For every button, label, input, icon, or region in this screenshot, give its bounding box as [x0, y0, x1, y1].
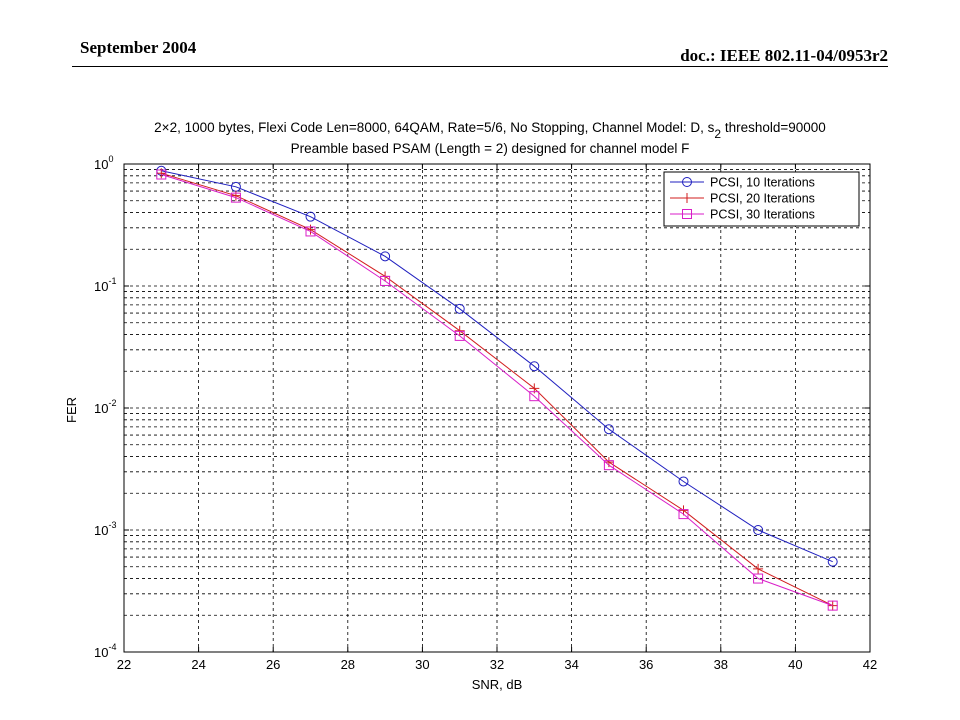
y-tick-base: 10	[94, 157, 108, 172]
x-tick-label: 42	[863, 657, 877, 672]
x-axis-label: SNR, dB	[472, 677, 523, 692]
data-point-1	[678, 476, 689, 487]
x-tick-label: 36	[639, 657, 653, 672]
chart-title-subscript: 2	[714, 127, 721, 141]
data-point-1	[603, 424, 614, 435]
x-tick-label: 38	[714, 657, 728, 672]
data-point-1	[827, 556, 838, 567]
y-tick-exponent: -3	[108, 520, 116, 530]
y-tick-label: 10-3	[94, 520, 116, 538]
data-point-3	[678, 509, 689, 520]
legend-marker-2	[682, 193, 692, 203]
chart-title-line1: 2×2, 1000 bytes, Flexi Code Len=8000, 64…	[154, 120, 826, 141]
header-rule	[72, 66, 888, 67]
x-tick-label: 22	[117, 657, 131, 672]
series-line-2	[161, 172, 833, 607]
data-point-3	[454, 330, 465, 341]
y-tick-label: 10-1	[94, 276, 116, 294]
data-point-3	[603, 460, 614, 471]
header-doc-id: doc.: IEEE 802.11-04/0953r2	[680, 46, 888, 65]
data-point-3	[305, 226, 316, 237]
data-point-3	[380, 275, 391, 286]
data-point-2	[753, 563, 764, 574]
y-tick-exponent: -4	[108, 642, 116, 652]
y-tick-base: 10	[94, 523, 108, 538]
y-tick-base: 10	[94, 401, 108, 416]
y-tick-label: 10-4	[94, 642, 116, 660]
header-date: September 2004	[80, 38, 197, 57]
x-tick-label: 32	[490, 657, 504, 672]
series-line-1	[161, 170, 833, 563]
data-point-3	[827, 600, 838, 611]
data-point-1	[305, 211, 316, 222]
data-point-1	[529, 361, 540, 372]
y-tick-base: 10	[94, 645, 108, 660]
legend-marker-3	[682, 209, 692, 219]
data-point-1	[753, 525, 764, 535]
data-point-3	[753, 573, 764, 584]
data-point-1	[454, 303, 465, 314]
x-tick-label: 24	[191, 657, 205, 672]
y-tick-exponent: -2	[108, 398, 116, 408]
y-tick-exponent: 0	[108, 154, 113, 164]
chart-title-suffix: threshold=90000	[721, 120, 826, 135]
data-point-2	[454, 325, 465, 336]
x-tick-label: 40	[788, 657, 802, 672]
legend-box	[663, 171, 860, 227]
x-tick-label: 30	[415, 657, 429, 672]
y-tick-label: 10-2	[94, 398, 116, 416]
legend-label-2: PCSI, 20 Iterations	[710, 192, 815, 206]
data-point-2	[230, 190, 241, 201]
x-tick-label: 26	[266, 657, 280, 672]
legend-label-1: PCSI, 10 Iterations	[710, 176, 815, 190]
data-point-1	[380, 251, 391, 262]
data-point-3	[529, 391, 540, 402]
series-line-3	[161, 174, 833, 607]
y-tick-label: 100	[94, 154, 113, 172]
y-tick-exponent: -1	[108, 276, 116, 286]
chart-title-main: 2×2, 1000 bytes, Flexi Code Len=8000, 64…	[154, 120, 714, 135]
x-tick-label: 28	[341, 657, 355, 672]
x-tick-label: 34	[564, 657, 578, 672]
data-point-2	[827, 600, 838, 611]
chart-title-line2: Preamble based PSAM (Length = 2) designe…	[291, 141, 690, 156]
y-axis-label: FER	[64, 397, 79, 423]
data-point-3	[230, 192, 241, 203]
legend-marker-1	[682, 177, 692, 187]
legend-label-3: PCSI, 30 Iterations	[710, 208, 815, 222]
y-tick-base: 10	[94, 279, 108, 294]
data-point-3	[156, 169, 167, 180]
